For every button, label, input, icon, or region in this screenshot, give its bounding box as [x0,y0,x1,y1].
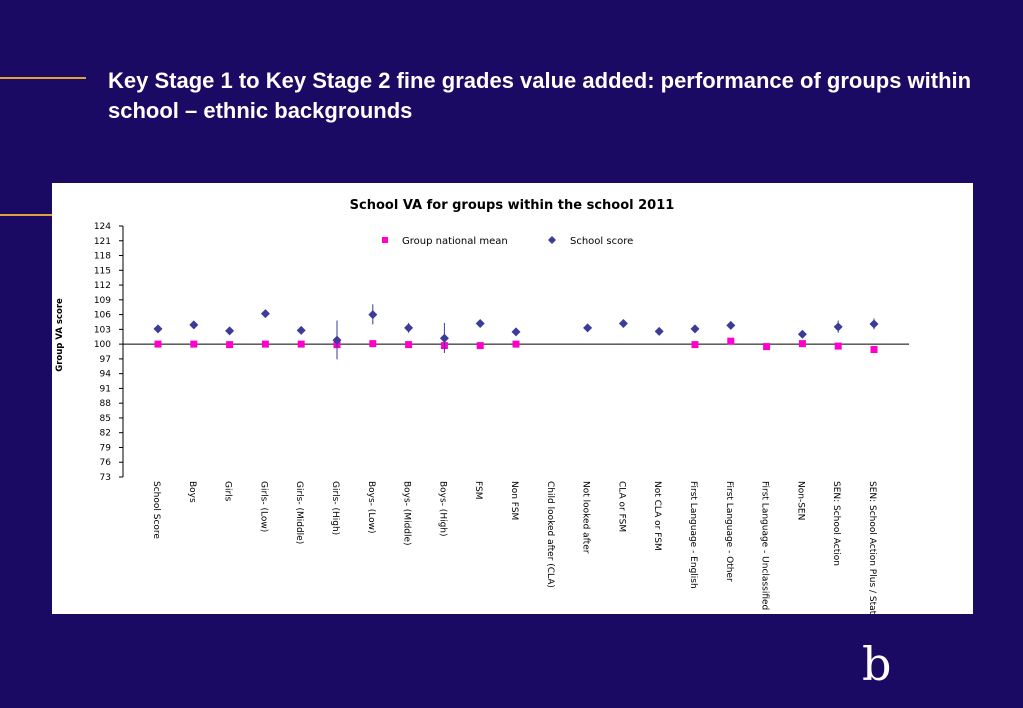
national-mean-point [763,343,771,351]
national-mean-point [297,340,305,348]
national-mean-point [798,340,806,348]
chart-axes: 124 121 118 115 112 109 106 103 100 97 94 91 88 85 82 7… [94,222,909,483]
category-label: First Language - Unclassified [760,481,770,610]
school-score-point [260,309,270,319]
national-mean-point [405,341,413,349]
national-mean-point [226,341,234,349]
school-score-point [583,323,593,333]
school-score-point [690,324,700,334]
accent-line-middle [0,214,52,216]
y-tick-label: 85 [100,414,111,424]
school-score-point [833,322,843,332]
legend-marker-national-mean [382,237,388,243]
y-tick-label: 79 [100,443,112,453]
y-tick-label: 73 [100,473,111,483]
category-label: Girls- (High) [330,481,340,535]
national-mean-point [834,342,842,350]
category-label: SEN: School Action Plus / Stat [867,481,877,614]
school-score-point [869,319,879,329]
category-label: SEN: School Action [831,481,841,566]
category-label: Girls [223,481,233,502]
category-label: CLA or FSM [616,481,626,532]
category-label: First Language - Other [724,481,734,582]
va-scatter-chart: School VA for groups within the school 2… [55,198,909,614]
category-label: School Score [151,481,161,539]
school-score-point [404,323,414,333]
national-mean-point [870,346,878,354]
school-score-point [368,310,378,320]
school-score-point [332,335,342,345]
school-score-point [797,329,807,339]
category-label: Girls- (Middle) [294,481,304,544]
school-score-point [153,324,163,334]
category-label: Boys [187,481,197,503]
chart-marks [153,304,879,360]
school-score-point [439,333,449,343]
slide-title: Key Stage 1 to Key Stage 2 fine grades v… [108,68,972,123]
y-tick-label: 118 [94,252,111,262]
y-tick-label: 115 [94,266,111,276]
y-tick-label: 103 [94,325,111,335]
national-mean-point [190,340,198,348]
chart-panel: School VA for groups within the school 2… [52,183,973,614]
school-score-point [189,320,199,330]
y-tick-label: 97 [100,355,111,365]
y-tick-label: 121 [94,237,111,247]
chart-title: School VA for groups within the school 2… [350,198,675,213]
y-tick-label: 109 [94,296,111,306]
y-tick-label: 88 [100,399,112,409]
category-label: Girls- (Low) [258,481,268,532]
category-label: Not CLA or FSM [652,481,662,551]
y-tick-label: 112 [94,281,111,291]
school-score-point [618,318,628,328]
national-mean-point [512,340,520,348]
legend-label-school-score: School score [570,236,633,247]
category-label: Boys- (Middle) [402,481,412,546]
school-score-point [726,320,736,330]
brand-logo: b [862,637,892,691]
y-tick-label: 100 [94,340,111,350]
school-score-point [296,325,306,335]
national-mean-point [691,341,699,349]
national-mean-point [476,342,484,350]
y-tick-label: 94 [100,370,112,380]
y-tick-label: 91 [100,384,111,394]
legend-marker-school-score [548,236,556,244]
national-mean-point [727,337,735,345]
national-mean-point [369,340,377,348]
category-label: Non-SEN [795,481,805,520]
school-score-point [654,326,664,336]
school-score-point [511,327,521,337]
legend-label-national-mean: Group national mean [402,236,508,247]
category-label: Child looked after (CLA) [545,481,555,588]
category-labels: School Score Boys Girls Girls- (Low) Girls- … [151,481,877,614]
school-score-point [475,318,485,328]
accent-line-top [0,77,86,79]
y-tick-label: 76 [100,458,112,468]
y-tick-label: 82 [100,429,111,439]
chart-legend: Group national mean School score [382,236,633,247]
category-label: Boys- (Low) [366,481,376,534]
national-mean-point [154,340,162,348]
category-label: Not looked after [581,481,591,554]
category-label: Non FSM [509,481,519,520]
national-mean-point [261,340,269,348]
category-label: Boys- (High) [437,481,447,537]
category-label: First Language - English [688,481,698,589]
category-label: FSM [473,481,483,500]
school-score-point [225,326,235,336]
y-tick-label: 106 [94,311,111,321]
y-tick-label: 124 [94,222,111,232]
y-axis-label: Group VA score [55,298,65,372]
